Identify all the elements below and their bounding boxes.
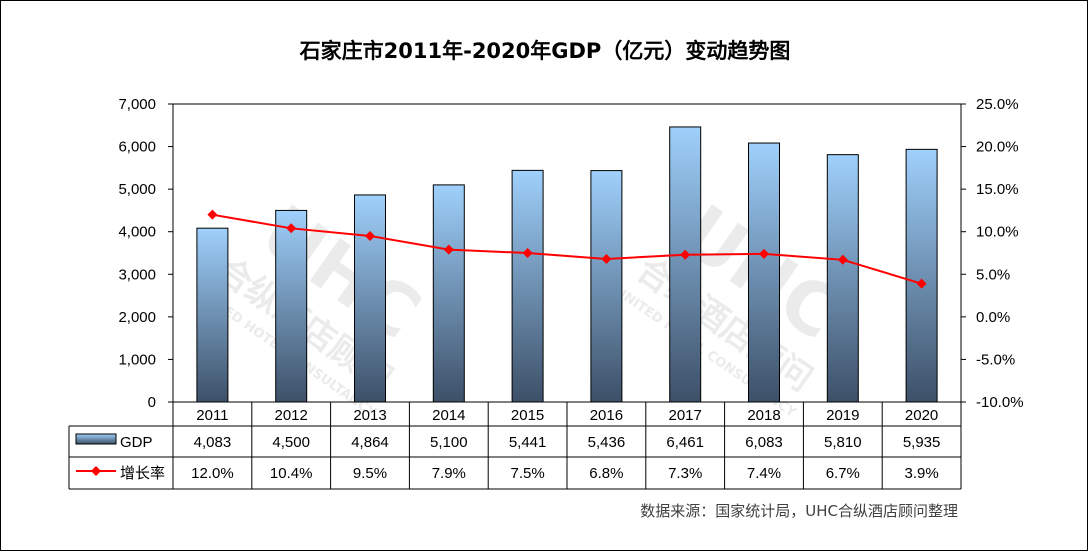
left-tick-label: 2,000 [118,309,156,326]
growth-value-label: 10.4% [270,465,313,482]
growth-point [916,278,927,289]
left-tick-label: 6,000 [118,139,156,156]
gdp-bar [748,142,780,403]
x-tick-label: 2020 [905,407,938,424]
growth-value-label: 7.3% [668,465,702,482]
gdp-bar [590,170,623,403]
growth-point [286,223,297,234]
growth-value-label: 12.0% [191,465,234,482]
right-tick-label: 15.0% [976,181,1019,198]
gdp-value-label: 5,935 [903,434,941,451]
growth-point [522,248,533,258]
right-tick-label: -10.0% [976,394,1024,411]
gdp-bar [511,169,544,403]
source-note: 数据来源：国家统计局，UHC合纵酒店顾问整理 [640,502,958,520]
growth-point [207,209,218,220]
gdp-value-label: 6,083 [745,434,783,451]
bar-series [196,126,938,403]
left-tick-label: 1,000 [118,351,156,368]
x-tick-label: 2012 [275,407,308,424]
growth-value-label: 7.4% [747,465,781,482]
growth-value-label: 3.9% [904,465,938,482]
left-tick-label: 7,000 [118,96,156,113]
gdp-value-label: 5,810 [824,434,862,451]
x-tick-label: 2013 [353,407,386,424]
growth-value-label: 7.5% [510,465,544,482]
right-tick-label: -5.0% [976,351,1015,368]
x-tick-label: 2018 [747,407,780,424]
growth-legend-label: 增长率 [120,465,165,482]
gdp-bar [669,126,702,403]
x-tick-label: 2017 [669,407,702,424]
growth-point [443,244,454,255]
x-tick-label: 2014 [432,407,465,424]
right-axis: -10.0% -5.0% 0.0% 5.0% 10.0% 15.0% 20.0% 25.0% [961,96,1024,411]
watermark-mark: UHC合纵酒店顾问UNITED HOTEL CONSULTANCY [192,189,436,421]
left-tick-label: 3,000 [118,266,156,283]
gdp-bar [826,154,859,403]
left-tick-label: 0 [148,394,156,411]
growth-value-label: 6.7% [826,465,860,482]
gdp-value-label: 4,083 [194,434,232,451]
data-table: 2011 2012 2013 2014 2015 2016 2017 2018 2019 2020… [68,402,962,490]
growth-line [212,213,922,285]
right-tick-label: 10.0% [976,224,1019,241]
left-tick-label: 4,000 [118,224,156,241]
growth-point [680,249,691,260]
gdp-bar [196,227,229,403]
gdp-bar [905,148,938,403]
gdp-bar [275,209,308,403]
gdp-legend-label: GDP [120,434,153,451]
gdp-value-label: 5,441 [509,434,547,451]
growth-legend-marker [91,466,101,476]
gdp-value-label: 5,436 [588,434,626,451]
growth-point [365,230,375,241]
growth-point [837,254,848,265]
x-tick-label: 2019 [826,407,859,424]
gdp-value-label: 4,864 [351,434,389,451]
x-tick-label: 2016 [590,407,623,424]
left-tick-label: 5,000 [118,181,156,198]
right-tick-label: 5.0% [976,266,1010,283]
right-tick-label: 0.0% [976,309,1010,326]
left-axis: 0 1,000 2,000 3,000 4,000 5,000 6,000 7,000 [118,96,173,411]
gdp-value-label: 5,100 [430,434,468,451]
gdp-legend-swatch [75,433,117,445]
gdp-value-label: 6,461 [666,434,704,451]
growth-point [759,248,769,259]
gdp-bar [432,184,465,403]
growth-value-label: 6.8% [589,465,623,482]
growth-value-label: 9.5% [353,465,387,482]
right-tick-label: 20.0% [976,139,1019,156]
growth-value-label: 7.9% [432,465,466,482]
chart-title: 石家庄市2011年-2020年GDP（亿元）变动趋势图 [299,39,791,63]
line-series [207,209,927,289]
gdp-bar [354,194,386,403]
gdp-value-label: 4,500 [272,434,310,451]
right-tick-label: 25.0% [976,96,1019,113]
x-tick-label: 2011 [196,407,228,424]
x-tick-label: 2015 [511,407,544,424]
